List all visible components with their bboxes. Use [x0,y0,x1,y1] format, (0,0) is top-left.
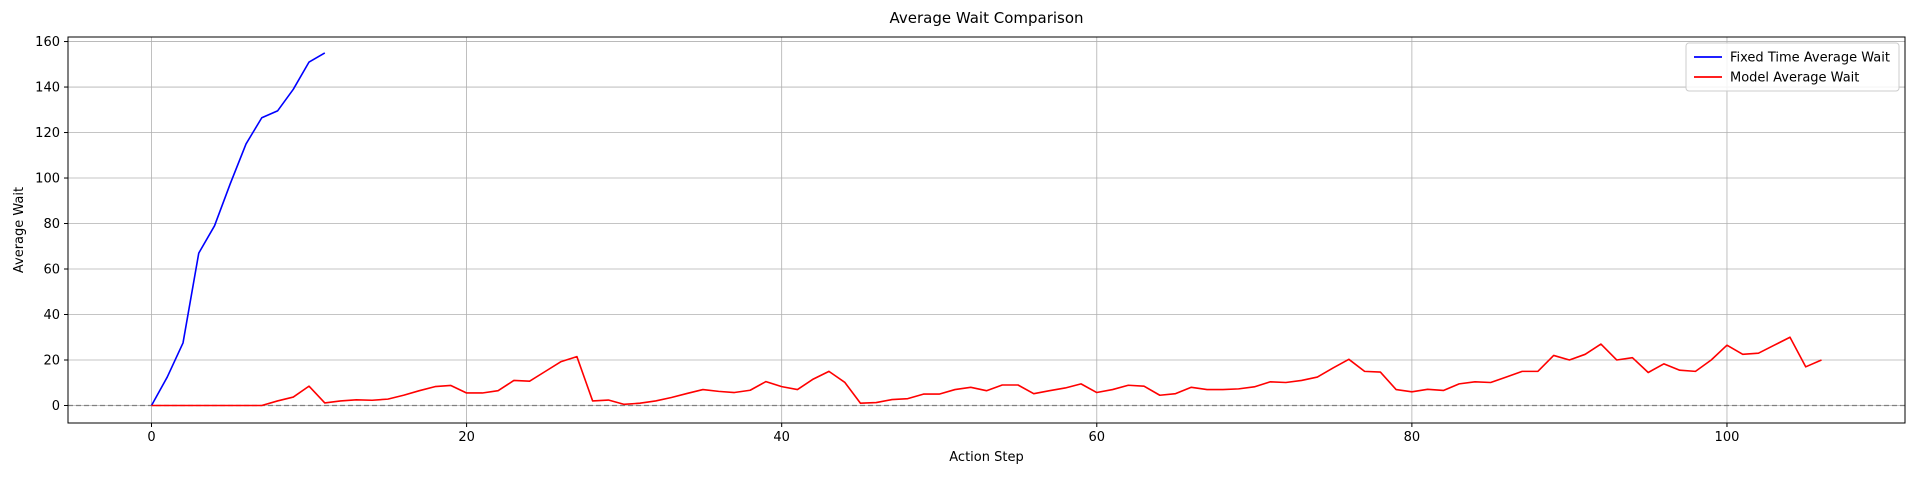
x-axis-ticks: 0 20 40 60 80 100 [147,423,1739,445]
y-tick-label: 60 [43,263,60,278]
y-tick-label: 80 [43,217,60,232]
y-axis-label: Average Wait [12,187,27,273]
legend-label-1: Fixed Time Average Wait [1730,51,1890,66]
x-axis-label: Action Step [949,450,1023,465]
y-tick-label: 120 [35,126,60,141]
plot-frame [67,36,1906,424]
series-line-2 [151,336,1822,407]
y-tick-label: 20 [43,353,60,368]
series-lines [150,52,1822,407]
x-tick-label: 60 [1089,430,1106,445]
y-tick-label: 0 [52,399,60,414]
x-tick-label: 100 [1715,430,1740,445]
y-tick-label: 100 [35,172,60,187]
x-tick-label: 0 [147,430,155,445]
x-tick-label: 20 [458,430,475,445]
series-line-1 [150,52,326,406]
y-tick-label: 40 [43,308,60,323]
y-axis-ticks: 0 20 40 60 80 100 120 140 160 [35,35,68,414]
y-tick-label: 160 [35,35,60,50]
x-tick-label: 80 [1404,430,1421,445]
x-tick-label: 40 [773,430,790,445]
legend-box [1685,42,1900,92]
grid [68,37,1905,423]
chart-title: Average Wait Comparison [889,9,1083,27]
legend-label-2: Model Average Wait [1730,71,1859,86]
legend: Fixed Time Average Wait Model Average Wai… [1685,42,1900,92]
y-tick-label: 140 [35,81,60,96]
